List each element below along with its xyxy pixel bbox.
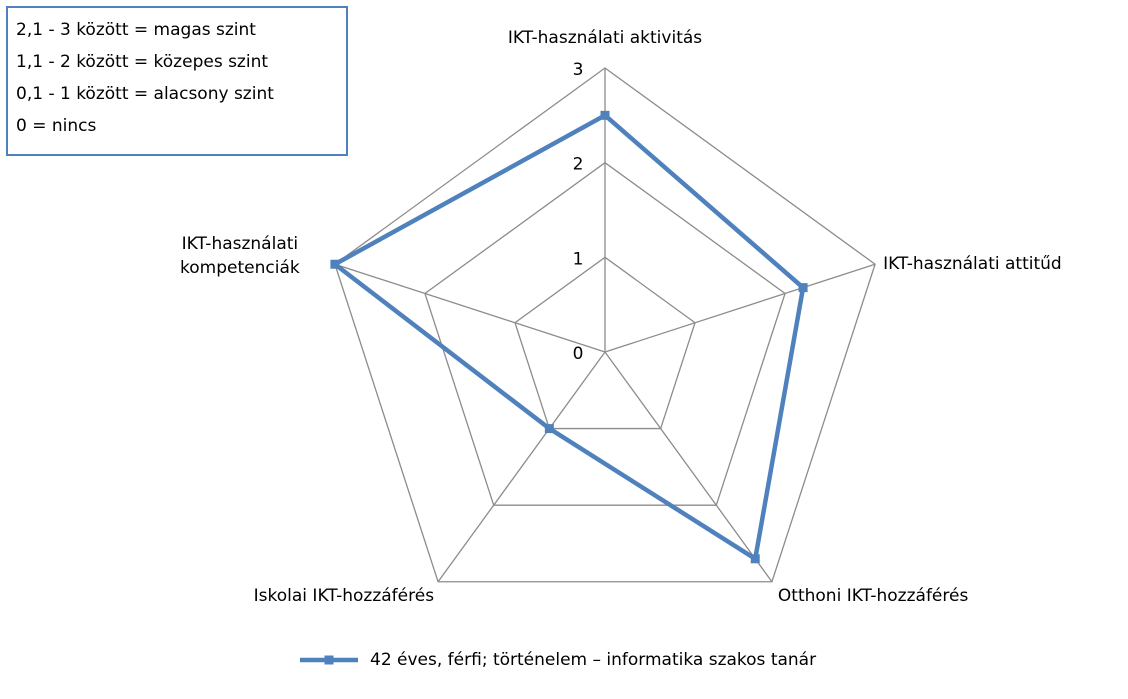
legend-label: 42 éves, férfi; történelem – informatika…: [370, 650, 816, 670]
spoke: [437, 351, 606, 583]
category-label: Iskolai IKT-hozzáférés: [253, 585, 435, 606]
spoke: [604, 263, 876, 353]
marker: [750, 554, 760, 564]
marker: [798, 283, 808, 293]
r-tick-label: 0: [573, 344, 584, 364]
category-label: IKT-használati kompetenciák: [180, 234, 300, 279]
spoke: [604, 351, 773, 583]
series-line: [330, 112, 806, 563]
r-tick-label: 2: [573, 155, 584, 175]
category-label: Otthoni IKT-hozzáférés: [777, 585, 969, 606]
marker: [600, 110, 610, 120]
annotation-box: 2,1 - 3 között = magas szint 1,1 - 2 közö…: [6, 6, 348, 156]
grid-ring: [334, 67, 876, 583]
annotation-line: 0,1 - 1 között = alacsony szint: [16, 84, 274, 104]
annotation-line: 0 = nincs: [16, 116, 97, 136]
annotation-line: 1,1 - 2 között = közepes szint: [16, 52, 269, 72]
spoke: [334, 263, 606, 353]
category-label: IKT-használati attitűd: [883, 254, 1062, 275]
annotation-line: 2,1 - 3 között = magas szint: [16, 20, 256, 40]
r-tick-label: 3: [573, 60, 584, 80]
r-tick-label: 1: [573, 249, 584, 269]
marker: [544, 424, 554, 434]
legend-marker: [324, 655, 334, 665]
grid-ring: [514, 256, 696, 430]
grid-ring: [424, 161, 786, 506]
marker: [330, 259, 340, 269]
category-label: IKT-használati aktivitás: [507, 28, 703, 48]
